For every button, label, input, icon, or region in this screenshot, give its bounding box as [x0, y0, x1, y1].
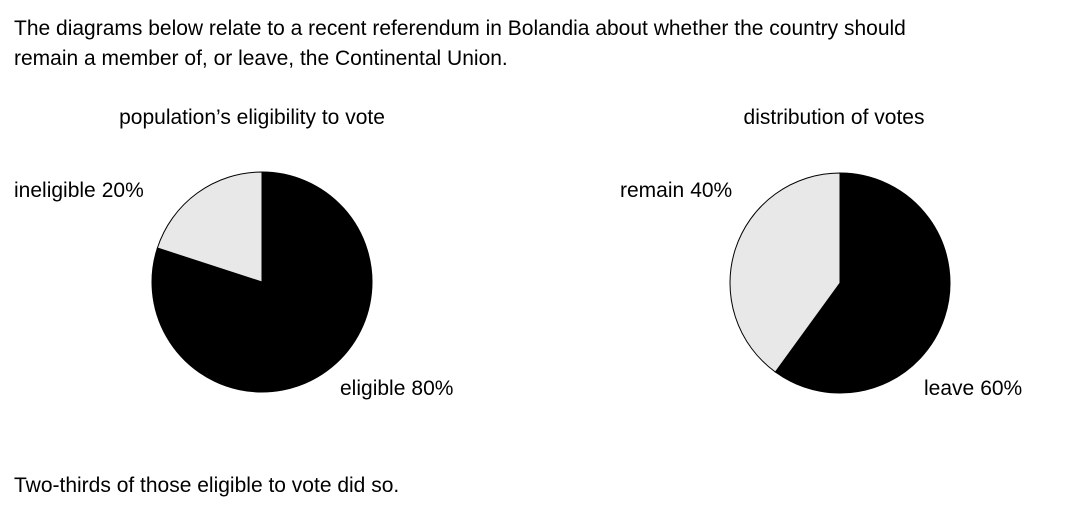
pie-slice [729, 172, 841, 373]
chart-title: population’s eligibility to vote [119, 106, 385, 129]
slice-value: 60% [980, 377, 1022, 400]
slice-category: leave [924, 377, 974, 400]
slice-value: 20% [102, 179, 144, 202]
slice-label: leave 60% [924, 377, 1022, 400]
intro-line: The diagrams below relate to a recent re… [14, 17, 906, 40]
slice-category: ineligible [14, 179, 96, 202]
note: Two-thirds of those eligible to vote did… [14, 474, 399, 497]
slice-value: 40% [690, 179, 732, 202]
slice-value: 80% [411, 377, 453, 400]
slice-category: eligible [340, 377, 405, 400]
pie-slice [156, 171, 263, 283]
intro-line: remain a member of, or leave, the Contin… [14, 47, 508, 70]
pie-slice [774, 172, 951, 394]
chart-title: distribution of votes [744, 106, 925, 129]
slice-category: remain [620, 179, 684, 202]
slice-label: eligible 80% [340, 377, 453, 400]
slice-label: ineligible 20% [14, 179, 144, 202]
slice-label: remain 40% [620, 179, 732, 202]
